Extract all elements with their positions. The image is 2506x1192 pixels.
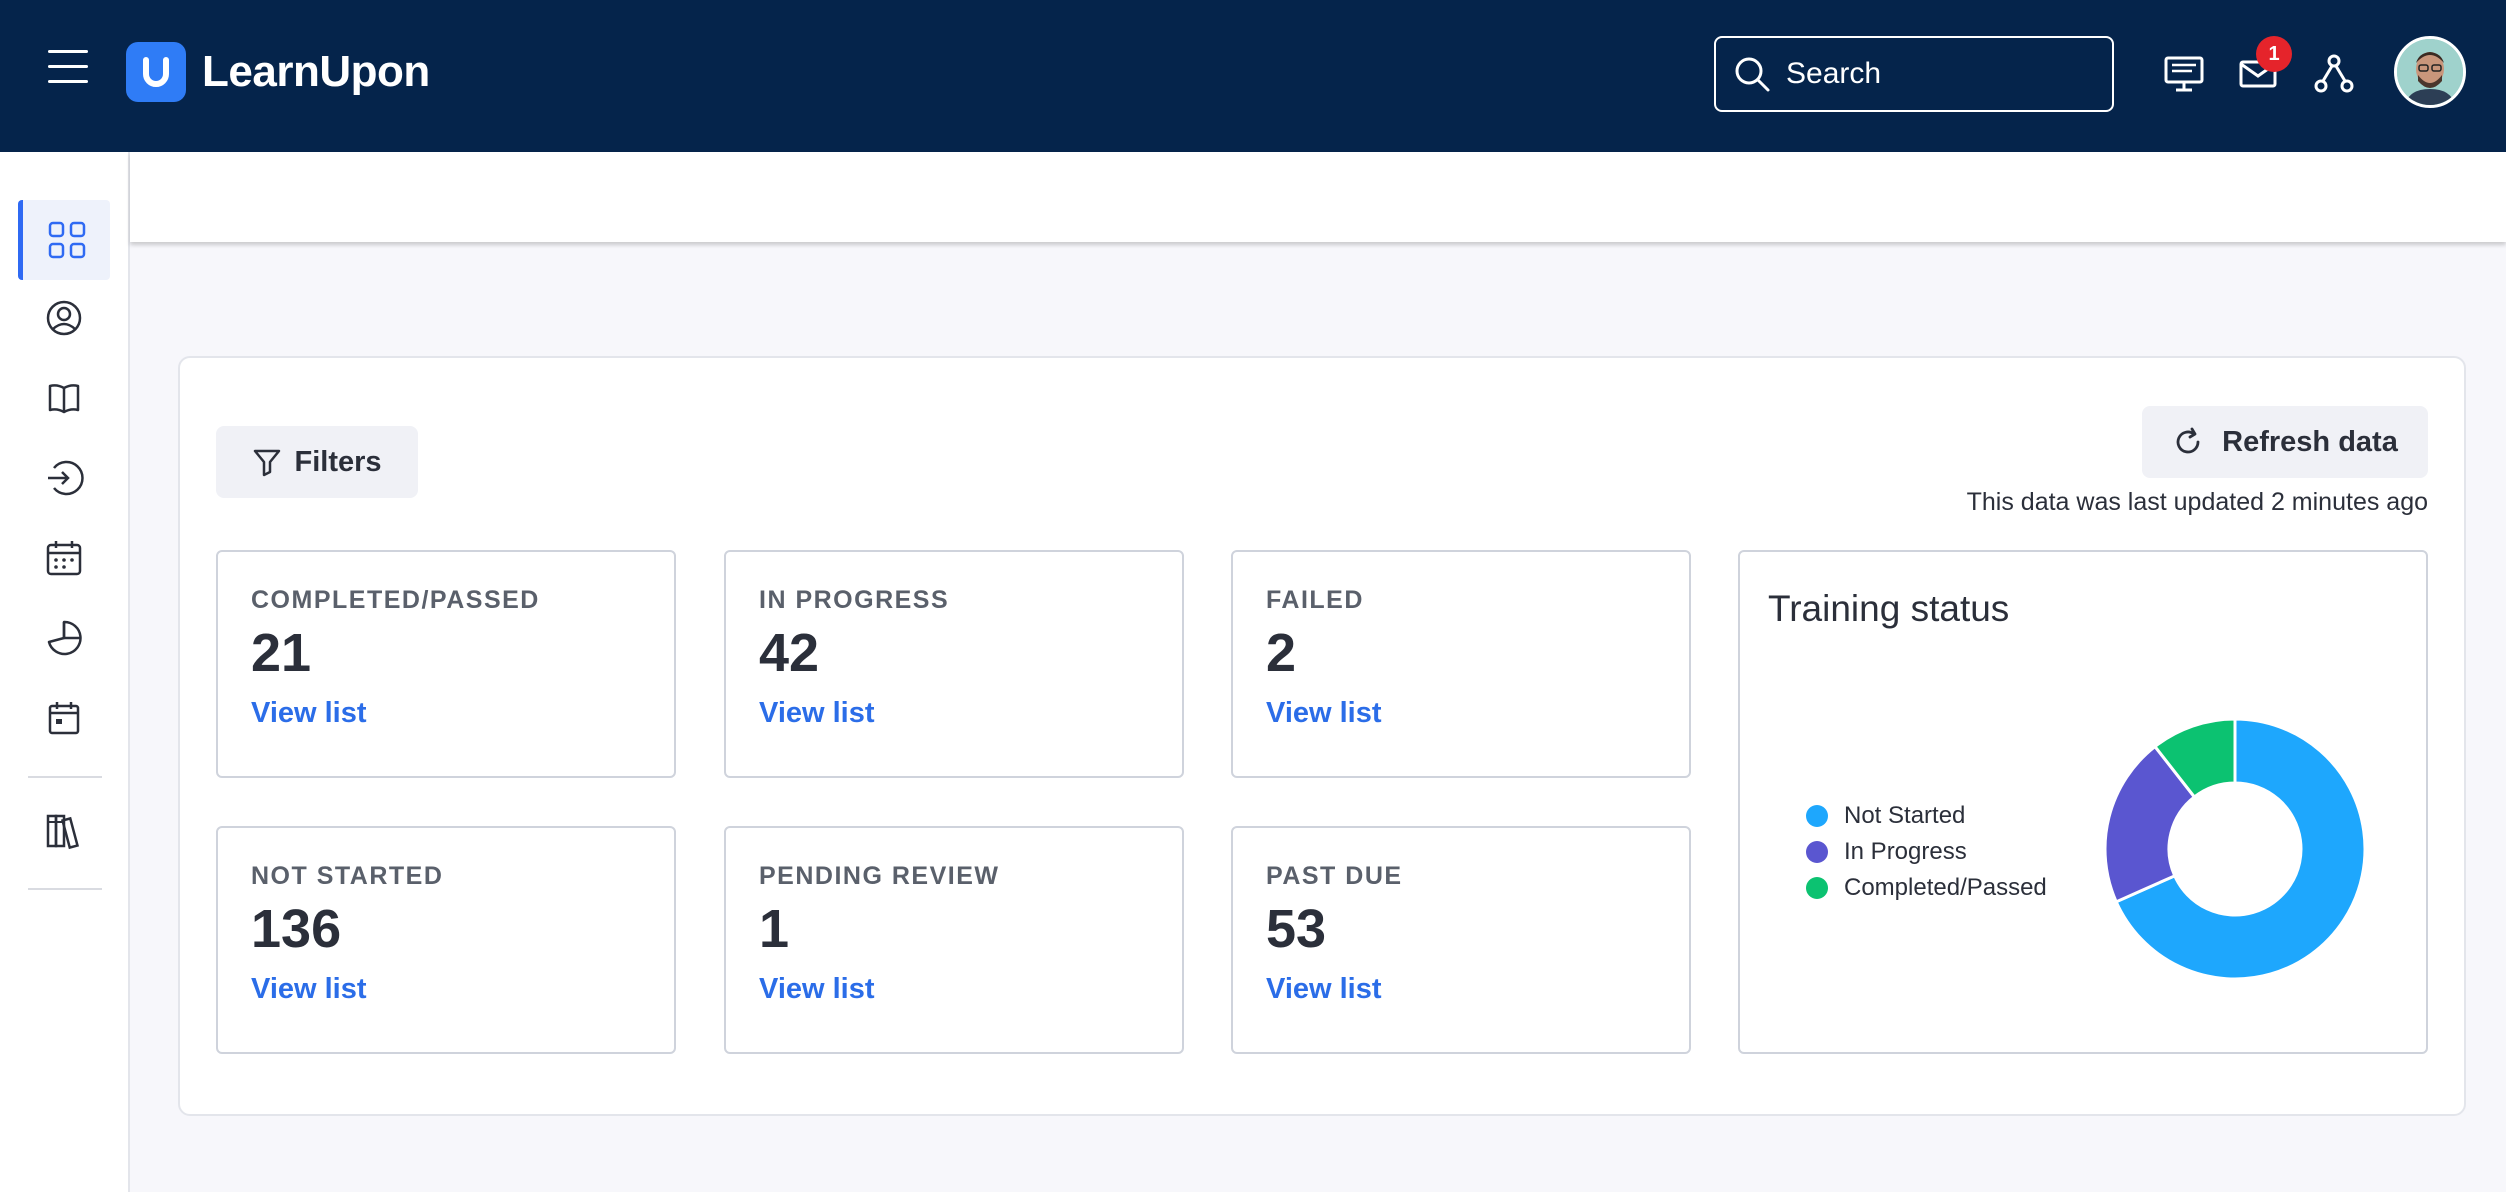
view-list-link[interactable]: View list	[251, 697, 367, 729]
sidebar-item-courses[interactable]	[18, 358, 110, 438]
stat-label: NOT STARTED	[251, 862, 444, 890]
stat-label: FAILED	[1266, 586, 1364, 614]
legend-item-completed[interactable]: Completed/Passed	[1806, 870, 2047, 906]
filters-button[interactable]: Filters	[216, 426, 418, 498]
filters-label: Filters	[294, 445, 382, 478]
sidebar-divider	[28, 888, 102, 890]
sidebar-item-library[interactable]	[18, 790, 110, 870]
training-status-card: Training status Not Started In Progress …	[1738, 550, 2428, 1054]
legend-item-in-progress[interactable]: In Progress	[1806, 834, 2047, 870]
refresh-icon	[2176, 427, 2200, 454]
donut-slice-completed[interactable]	[2152, 717, 2237, 800]
stat-card-past-due: PAST DUE 53 View list	[1231, 826, 1691, 1054]
legend-label: Not Started	[1844, 802, 1966, 829]
legend-swatch	[1806, 877, 1828, 899]
stat-label: COMPLETED/PASSED	[251, 586, 540, 614]
stat-card-not-started: NOT STARTED 136 View list	[216, 826, 676, 1054]
sign-in-icon	[48, 460, 84, 496]
view-list-link[interactable]: View list	[1266, 973, 1382, 1005]
filter-icon	[254, 449, 281, 477]
menu-icon[interactable]	[48, 50, 88, 86]
presentation-icon[interactable]	[2162, 52, 2206, 96]
legend-label: Completed/Passed	[1844, 874, 2047, 901]
stat-card-in-progress: IN PROGRESS 42 View list	[724, 550, 1184, 778]
stat-value: 53	[1266, 899, 1327, 959]
dashboard-icon	[48, 221, 85, 259]
stat-value: 42	[759, 623, 820, 683]
org-chart-icon[interactable]	[2312, 52, 2356, 96]
view-list-link[interactable]: View list	[251, 973, 367, 1005]
stat-card-failed: FAILED 2 View list	[1231, 550, 1691, 778]
sidebar-item-events[interactable]	[18, 678, 110, 758]
legend-swatch	[1806, 805, 1828, 827]
avatar[interactable]	[2394, 36, 2466, 108]
view-list-link[interactable]: View list	[1266, 697, 1382, 729]
notification-badge: 1	[2256, 36, 2292, 72]
search-icon	[1735, 57, 1770, 92]
search-input[interactable]	[1786, 57, 2106, 91]
sidebar-item-dashboard[interactable]	[18, 200, 110, 280]
logo-mark	[126, 42, 186, 102]
view-list-link[interactable]: View list	[759, 973, 875, 1005]
stat-card-pending-review: PENDING REVIEW 1 View list	[724, 826, 1184, 1054]
calendar-icon	[46, 541, 82, 576]
stat-label: IN PROGRESS	[759, 586, 950, 614]
event-icon	[48, 702, 80, 735]
donut-slice-not-started[interactable]	[2114, 717, 2367, 981]
view-list-link[interactable]: View list	[759, 697, 875, 729]
last-updated-text: This data was last updated 2 minutes ago	[1966, 488, 2428, 516]
app-name: LearnUpon	[202, 47, 430, 96]
page-header	[130, 152, 2506, 242]
chart-title: Training status	[1768, 588, 2010, 629]
user-icon	[46, 300, 82, 336]
sidebar	[0, 152, 130, 1192]
library-icon	[46, 814, 80, 850]
sidebar-item-users[interactable]	[18, 278, 110, 358]
search-box[interactable]	[1714, 36, 2114, 112]
legend-label: In Progress	[1844, 838, 1967, 865]
stat-value: 136	[251, 899, 342, 959]
chart-legend: Not Started In Progress Completed/Passed	[1806, 798, 2047, 906]
stat-label: PENDING REVIEW	[759, 862, 1000, 890]
refresh-data-button[interactable]: Refresh data	[2142, 406, 2428, 478]
pie-chart-icon	[47, 620, 82, 656]
legend-swatch	[1806, 841, 1828, 863]
sidebar-item-calendar[interactable]	[18, 518, 110, 598]
sidebar-divider	[28, 776, 102, 778]
training-status-donut	[2103, 717, 2367, 981]
legend-item-not-started[interactable]: Not Started	[1806, 798, 2047, 834]
donut-slice-in-progress[interactable]	[2103, 744, 2197, 904]
stat-value: 21	[251, 623, 312, 683]
refresh-label: Refresh data	[2222, 425, 2398, 458]
stat-value: 2	[1266, 623, 1297, 683]
stat-value: 1	[759, 899, 790, 959]
stat-label: PAST DUE	[1266, 862, 1403, 890]
book-icon	[48, 384, 80, 414]
app-logo[interactable]: LearnUpon	[126, 42, 430, 102]
sidebar-item-reports[interactable]	[18, 598, 110, 678]
sidebar-item-enrollments[interactable]	[18, 438, 110, 518]
top-bar: LearnUpon 1	[0, 0, 2506, 152]
stat-card-completed: COMPLETED/PASSED 21 View list	[216, 550, 676, 778]
